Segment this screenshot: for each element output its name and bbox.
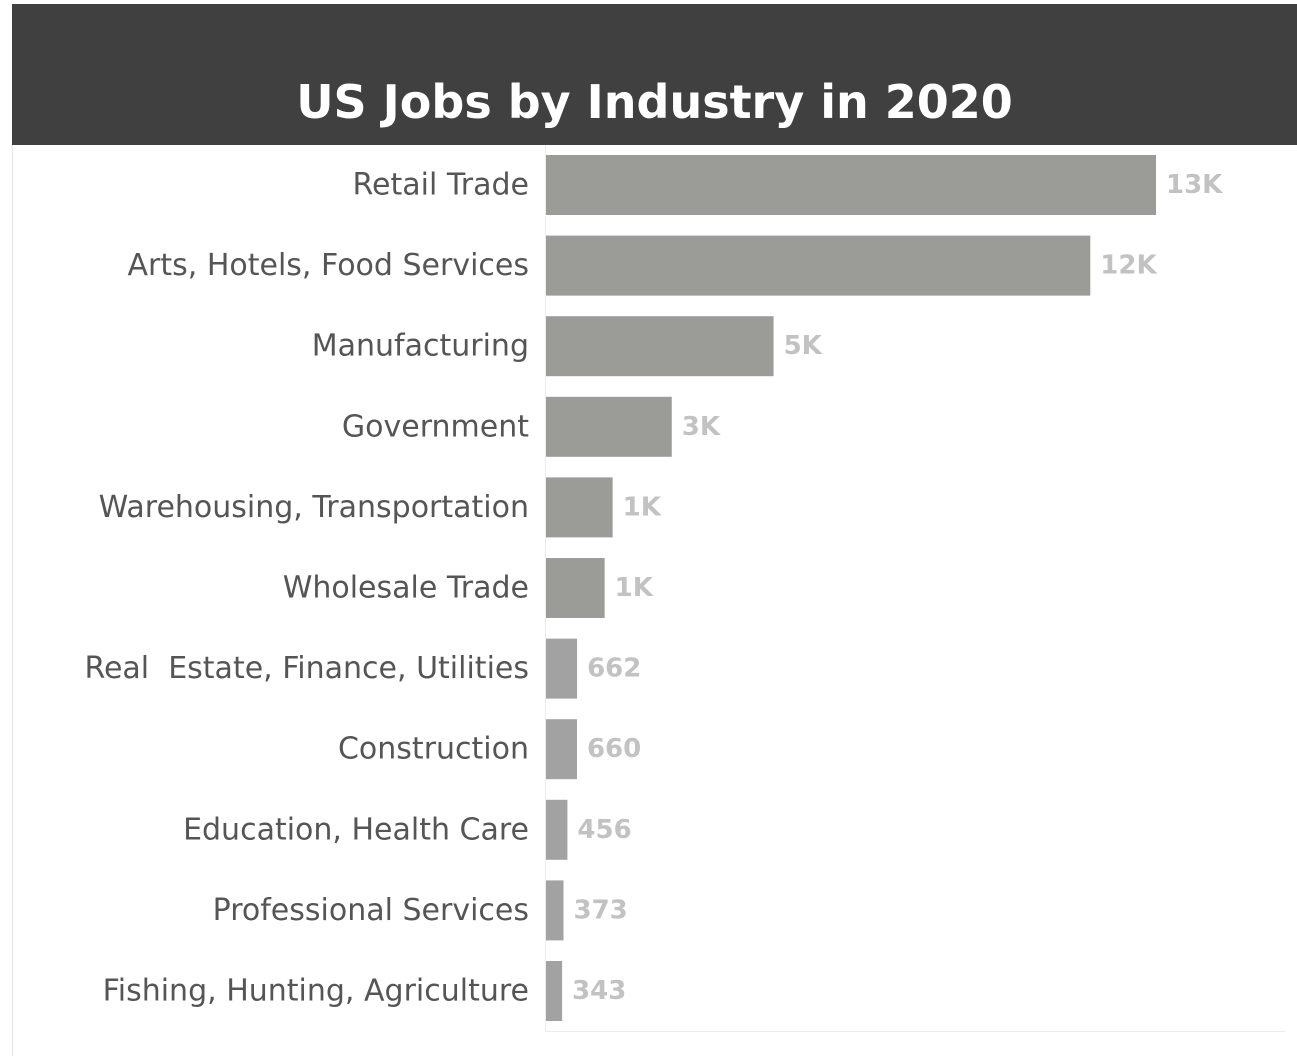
title-bar: US Jobs by Industry in 2020 bbox=[12, 4, 1297, 145]
category-label: Government bbox=[342, 409, 529, 444]
bar bbox=[546, 558, 605, 618]
value-label: 456 bbox=[577, 815, 631, 845]
category-label: Arts, Hotels, Food Services bbox=[128, 248, 529, 283]
value-label: 1K bbox=[623, 492, 662, 522]
value-label: 662 bbox=[587, 654, 641, 684]
category-label: Fishing, Hunting, Agriculture bbox=[103, 974, 529, 1009]
bars-layer: Retail Trade 13K Arts, Hotels, Food Servic… bbox=[84, 155, 1223, 1021]
chart-title: US Jobs by Industry in 2020 bbox=[296, 75, 1013, 129]
value-label: 3K bbox=[682, 412, 721, 442]
value-label: 13K bbox=[1166, 170, 1223, 200]
bar bbox=[546, 638, 578, 699]
value-label: 1K bbox=[615, 573, 654, 603]
category-label: Real Estate, Finance, Utilities bbox=[84, 651, 529, 686]
category-label: Professional Services bbox=[213, 893, 529, 928]
bar bbox=[546, 719, 577, 780]
value-label: 12K bbox=[1100, 251, 1157, 281]
value-label: 373 bbox=[574, 895, 628, 925]
bar bbox=[546, 477, 613, 538]
bar bbox=[546, 396, 672, 457]
bar bbox=[546, 880, 564, 941]
category-label: Warehousing, Transportation bbox=[99, 490, 529, 525]
value-label: 660 bbox=[587, 734, 641, 764]
bar bbox=[546, 961, 563, 1021]
bar bbox=[546, 316, 774, 377]
value-label: 343 bbox=[572, 976, 626, 1006]
category-label: Manufacturing bbox=[312, 329, 529, 364]
value-label: 5K bbox=[784, 331, 823, 361]
category-label: Construction bbox=[338, 732, 529, 767]
category-label: Education, Health Care bbox=[183, 812, 529, 847]
category-label: Wholesale Trade bbox=[283, 571, 529, 606]
bar bbox=[546, 235, 1091, 296]
category-label: Retail Trade bbox=[353, 168, 529, 203]
bar bbox=[546, 155, 1156, 215]
bar-chart: Retail Trade 13K Arts, Hotels, Food Servic… bbox=[84, 145, 1285, 1032]
bar bbox=[546, 799, 568, 860]
left-border bbox=[12, 145, 13, 1056]
